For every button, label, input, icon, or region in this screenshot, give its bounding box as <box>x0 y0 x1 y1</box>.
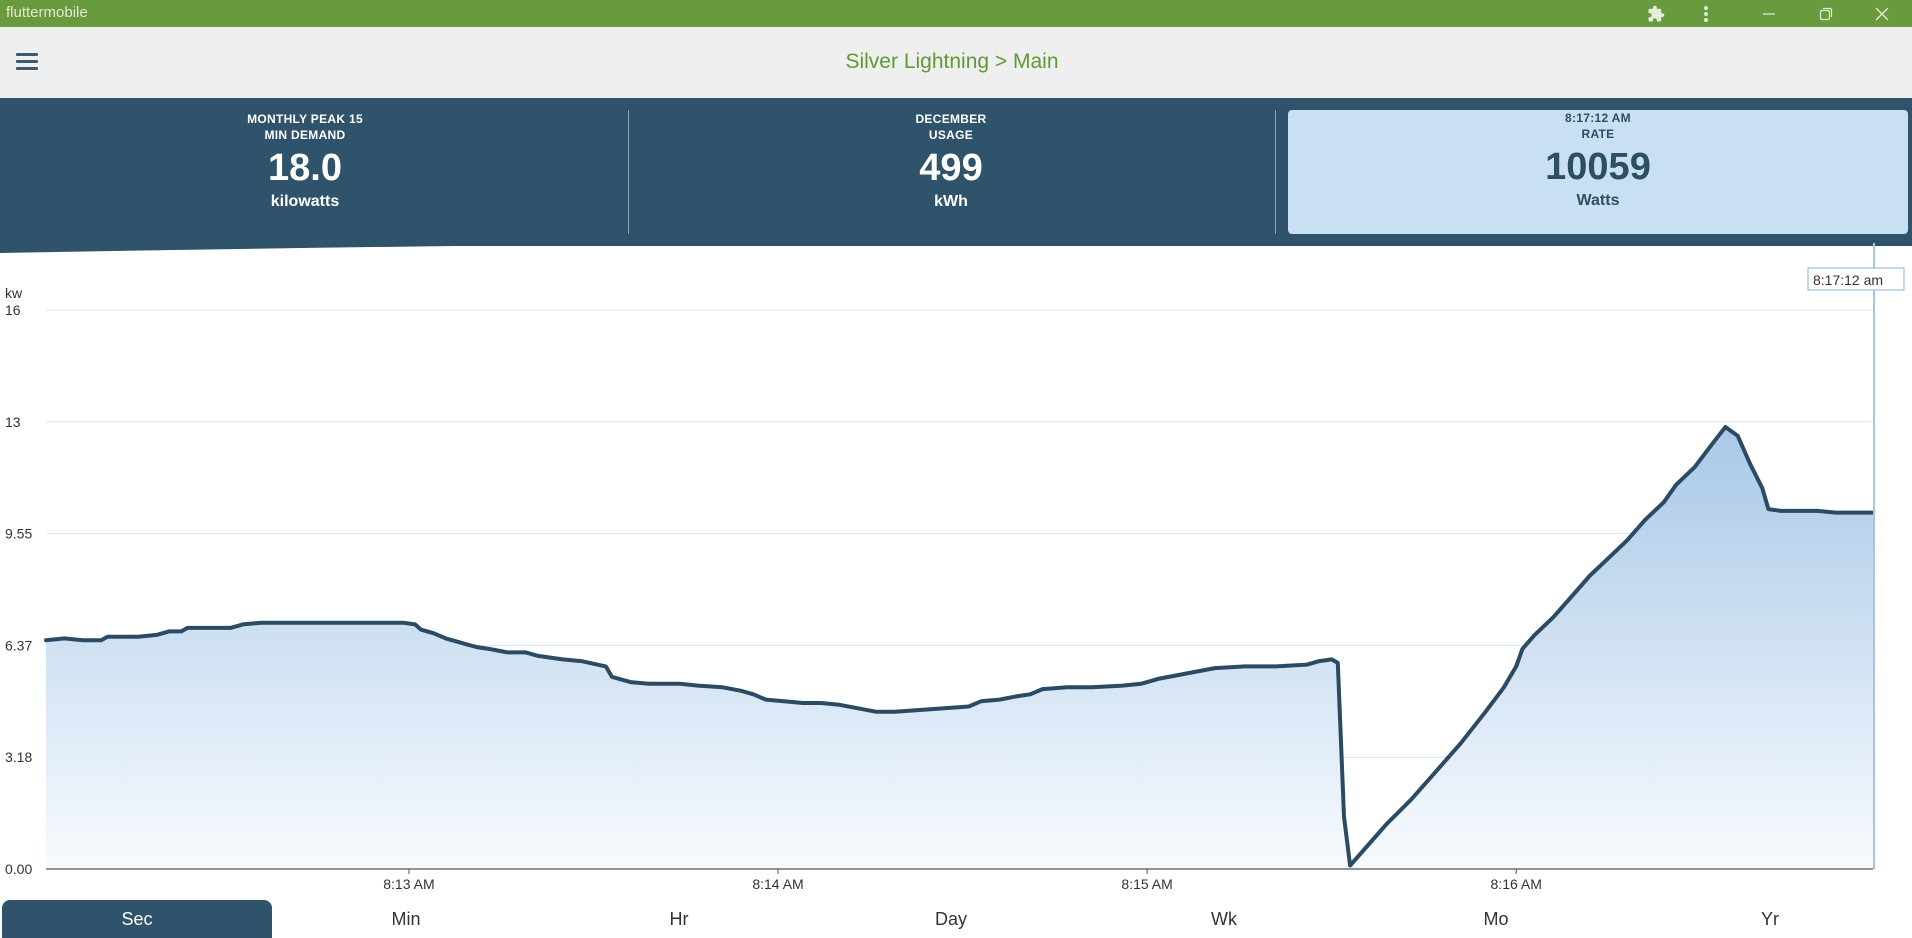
cursor-label-box <box>1807 267 1905 291</box>
tab-sec[interactable]: Sec <box>2 900 272 938</box>
x-tick-label: 8:16 AM <box>1491 876 1542 892</box>
stat-label-line2: RATE <box>1581 127 1615 141</box>
tab-min[interactable]: Min <box>391 908 421 929</box>
stat-card-monthly-peak[interactable]: MONTHLY PEAK 15 MIN DEMAND 18.0 kilowatt… <box>0 111 610 233</box>
stat-value: 499 <box>919 147 983 189</box>
tab-hr[interactable]: Hr <box>669 908 689 929</box>
y-tick-label: 6.37 <box>5 637 32 653</box>
stat-label-line1: 8:17:12 AM <box>1565 111 1631 125</box>
window-titlebar: fluttermobile <box>0 0 1912 27</box>
x-tick-label: 8:14 AM <box>752 876 803 892</box>
x-tick-label: 8:13 AM <box>383 876 434 892</box>
stat-label-line1: MONTHLY PEAK 15 <box>247 112 363 126</box>
cursor-label: 8:17:12 am <box>1813 272 1883 288</box>
y-tick-label: 0.00 <box>5 861 32 877</box>
timescale-tabs: Sec Min Hr Day Wk Mo Yr <box>0 898 1912 938</box>
minimize-icon[interactable] <box>1749 0 1789 27</box>
y-tick-label: 3.18 <box>5 749 32 765</box>
app-bar: Silver Lightning > Main <box>0 27 1912 98</box>
tab-yr[interactable]: Yr <box>1761 908 1779 929</box>
series-area <box>46 427 1873 869</box>
band-edge <box>0 243 1912 253</box>
stat-card-usage[interactable]: DECEMBER USAGE 499 kWh <box>646 111 1256 233</box>
hamburger-menu-icon[interactable] <box>10 49 44 77</box>
stat-card-rate[interactable]: 8:17:12 AM RATE 10059 Watts <box>1288 110 1908 234</box>
stat-label-line1: DECEMBER <box>915 112 987 126</box>
window-title: fluttermobile <box>6 4 88 21</box>
y-tick-label: 16 <box>5 302 21 318</box>
stat-value: 10059 <box>1545 146 1651 188</box>
extensions-icon[interactable] <box>1636 0 1676 27</box>
close-icon[interactable] <box>1862 0 1902 27</box>
stat-divider <box>1275 110 1276 234</box>
stat-value: 18.0 <box>268 147 342 189</box>
restore-icon[interactable] <box>1806 0 1846 27</box>
tab-day[interactable]: Day <box>934 908 967 929</box>
y-axis-label: kw <box>5 285 23 301</box>
x-tick-label: 8:15 AM <box>1121 876 1172 892</box>
more-vertical-icon[interactable] <box>1686 0 1726 27</box>
power-chart[interactable]: 0.00 3.18 6.37 9.55 13 16 kw 8:13 AM 8:14 AM 8:… <box>0 243 1912 895</box>
page-title: Silver Lightning > Main <box>845 50 1059 73</box>
y-tick-label: 9.55 <box>5 526 32 542</box>
stat-label-line2: USAGE <box>928 128 974 142</box>
stats-band: MONTHLY PEAK 15 MIN DEMAND 18.0 kilowatt… <box>0 98 1912 246</box>
stat-unit: Watts <box>1576 192 1620 209</box>
stat-label-line2: MIN DEMAND <box>264 128 346 142</box>
tab-mo[interactable]: Mo <box>1483 908 1509 929</box>
series-line <box>44 425 1875 868</box>
stat-divider <box>628 110 629 234</box>
stat-unit: kilowatts <box>270 193 340 210</box>
stat-unit: kWh <box>934 193 968 210</box>
y-tick-label: 13 <box>5 414 21 430</box>
tab-wk[interactable]: Wk <box>1211 908 1237 929</box>
